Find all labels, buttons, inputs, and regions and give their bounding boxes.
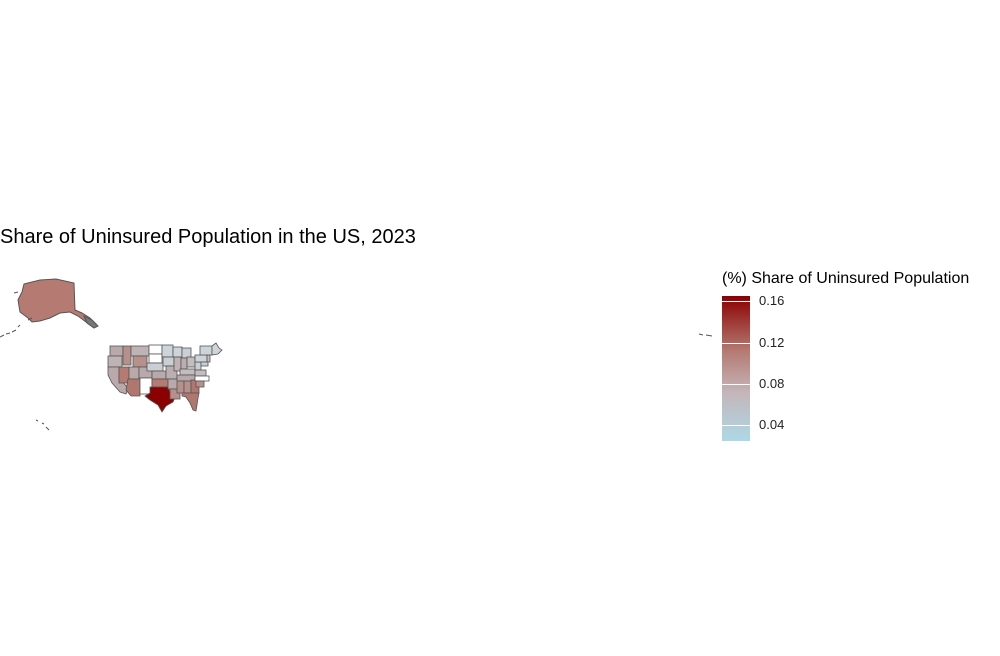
state-indiana[interactable] [180,357,188,370]
aleutian-islands [0,291,33,338]
state-south-dakota[interactable] [148,353,163,364]
state-nebraska[interactable] [146,362,164,372]
state-south-carolina[interactable] [195,380,205,388]
map-title: Share of Uninsured Population in the US,… [0,226,416,248]
state-new-england[interactable] [211,342,223,356]
state-kentucky[interactable] [179,368,196,376]
state-minnesota[interactable] [161,344,174,358]
state-arizona[interactable] [125,378,141,397]
legend-tick-mark [722,342,750,344]
state-wyoming[interactable] [132,355,148,368]
state-west-virginia[interactable] [194,361,202,371]
legend-tick-mark [722,384,750,386]
state-arkansas[interactable] [167,378,179,390]
state-virginia[interactable] [194,369,207,377]
state-montana[interactable] [130,345,150,357]
state-alaska[interactable] [17,278,97,328]
state-north-dakota[interactable] [148,344,163,355]
state-north-carolina[interactable] [194,375,210,382]
contiguous-us [107,342,223,413]
state-mississippi[interactable] [176,380,185,394]
legend-tick-label: 0.04 [759,417,785,433]
state-washington[interactable] [109,345,124,357]
state-kansas[interactable] [151,370,167,380]
state-new-york[interactable] [199,345,213,356]
state-ohio[interactable] [186,356,196,368]
state-florida[interactable] [181,392,200,412]
legend-color-bar [722,296,750,441]
legend-title: (%) Share of Uninsured Population [722,270,970,287]
state-hawaii[interactable] [35,419,50,431]
state-idaho[interactable] [122,345,132,366]
state-alabama[interactable] [183,380,192,394]
state-wisconsin[interactable] [172,346,183,358]
territory-island [698,333,713,337]
state-maryland[interactable] [200,361,209,367]
legend-tick-label: 0.16 [759,293,785,309]
state-new-jersey[interactable] [206,354,211,363]
state-pennsylvania[interactable] [194,354,208,363]
state-utah[interactable] [128,366,140,380]
legend-tick-label: 0.12 [759,334,785,350]
state-oregon[interactable] [107,355,123,368]
state-iowa[interactable] [162,356,175,367]
state-oklahoma[interactable] [151,378,169,388]
state-louisiana[interactable] [169,388,181,400]
alaska-panhandle [83,314,99,329]
legend-tick-mark [722,301,750,303]
legend-tick-mark [722,425,750,427]
legend-tick-label: 0.08 [759,376,785,392]
state-michigan[interactable] [181,347,192,359]
